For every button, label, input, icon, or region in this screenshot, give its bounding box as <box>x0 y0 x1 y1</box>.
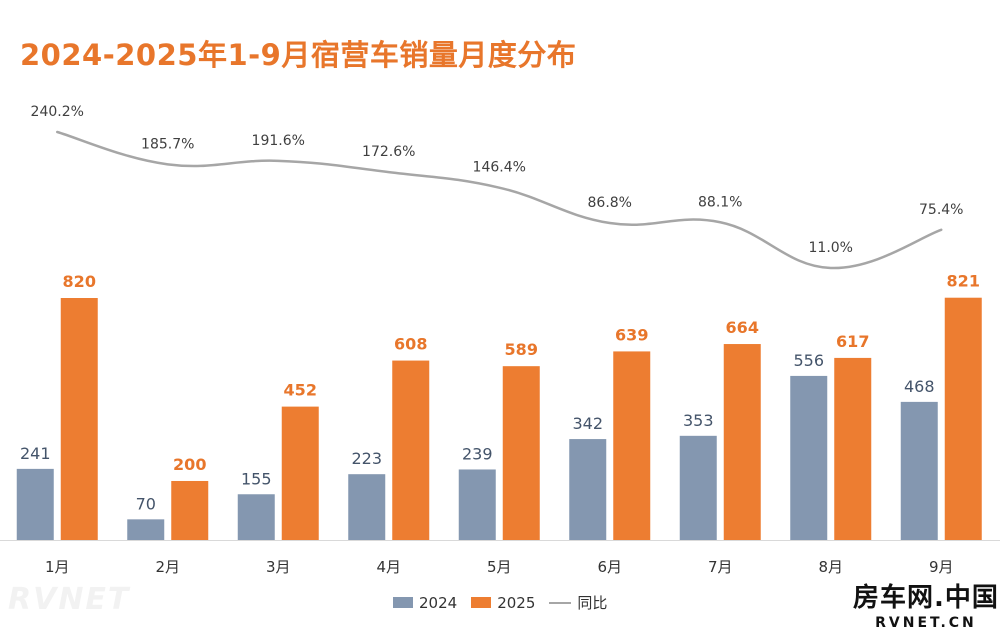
data-label-2024-1: 241 <box>20 444 51 463</box>
bar-2025-7 <box>723 344 761 540</box>
yoy-label-8: 11.0% <box>809 240 853 256</box>
bar-2024-9 <box>900 401 938 540</box>
x-tick-label-1: 1月 <box>45 558 70 576</box>
bar-2025-2 <box>171 480 209 540</box>
legend-swatch-yoy <box>549 601 572 604</box>
bar-2024-5 <box>458 469 496 540</box>
brand-main-text: 房车网.中国 <box>853 583 999 613</box>
legend-label-yoy: 同比 <box>577 594 608 612</box>
data-label-2024-9: 468 <box>904 377 935 396</box>
data-label-2025-5: 589 <box>505 340 538 359</box>
yoy-label-3: 191.6% <box>252 133 305 149</box>
yoy-label-7: 88.1% <box>698 194 742 210</box>
bar-2025-3 <box>281 406 319 540</box>
yoy-label-2: 185.7% <box>141 136 194 152</box>
x-tick-label-6: 6月 <box>597 558 622 576</box>
yoy-label-9: 75.4% <box>919 202 963 218</box>
bar-2024-1 <box>16 468 54 540</box>
brand-logo: 房车网.中国 RVNET.CN <box>853 585 999 630</box>
data-label-2025-8: 617 <box>836 332 869 351</box>
data-label-2024-4: 223 <box>351 449 382 468</box>
data-label-2025-4: 608 <box>394 335 427 354</box>
bar-2025-6 <box>613 351 651 540</box>
bar-2025-1 <box>60 298 98 540</box>
data-label-2024-7: 353 <box>683 411 714 430</box>
data-label-2024-3: 155 <box>241 469 272 488</box>
legend-item-yoy: 同比 <box>549 592 607 613</box>
x-tick-label-8: 8月 <box>818 558 843 576</box>
x-tick-label-7: 7月 <box>708 558 733 576</box>
x-tick-label-3: 3月 <box>266 558 291 576</box>
data-label-2025-7: 664 <box>726 318 759 337</box>
bar-2025-4 <box>392 360 430 540</box>
bar-2024-3 <box>237 494 275 540</box>
legend-item-2024: 2024 <box>393 594 457 612</box>
x-tick-label-9: 9月 <box>929 558 954 576</box>
bar-2024-6 <box>569 439 607 540</box>
chart-legend: 2024 2025 同比 <box>393 592 607 613</box>
data-label-2024-5: 239 <box>462 444 493 463</box>
x-tick-label-5: 5月 <box>487 558 512 576</box>
data-label-2025-1: 820 <box>63 272 96 291</box>
data-label-2024-8: 556 <box>793 351 824 370</box>
x-tick-label-2: 2月 <box>155 558 180 576</box>
bar-2024-8 <box>790 375 828 540</box>
yoy-label-1: 240.2% <box>31 104 84 120</box>
yoy-label-4: 172.6% <box>362 144 415 160</box>
chart-title: 2024-2025年1-9月宿营车销量月度分布 <box>20 38 577 72</box>
bar-2024-7 <box>679 435 717 540</box>
bar-2025-5 <box>502 366 540 540</box>
legend-swatch-2025 <box>471 597 492 608</box>
data-label-2024-2: 70 <box>136 494 156 513</box>
data-label-2025-3: 452 <box>284 381 317 400</box>
bar-2025-8 <box>834 357 872 540</box>
data-label-2024-6: 342 <box>572 414 603 433</box>
yoy-label-6: 86.8% <box>588 195 632 211</box>
yoy-line <box>56 130 943 270</box>
bar-2024-4 <box>348 474 386 540</box>
legend-item-2025: 2025 <box>471 594 535 612</box>
legend-swatch-2024 <box>393 597 413 608</box>
bar-2024-2 <box>127 519 165 540</box>
data-label-2025-6: 639 <box>615 325 648 344</box>
legend-label-2025: 2025 <box>497 593 536 612</box>
legend-label-2024: 2024 <box>419 593 458 612</box>
data-label-2025-2: 200 <box>173 455 206 474</box>
yoy-label-5: 146.4% <box>473 160 526 176</box>
data-label-2025-9: 821 <box>947 272 980 291</box>
x-tick-label-4: 4月 <box>376 558 401 576</box>
brand-sub-text: RVNET.CN <box>875 615 977 631</box>
bar-2025-9 <box>944 297 982 540</box>
watermark-logo: RVNET <box>8 582 131 617</box>
